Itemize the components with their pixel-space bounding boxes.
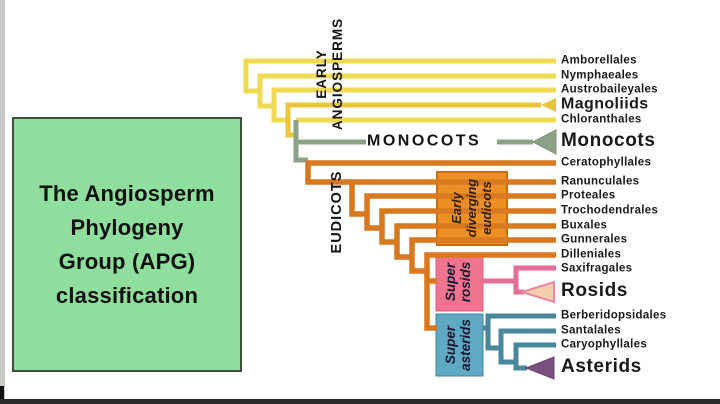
eudicot-branches [305,160,556,331]
branch-nymphaeales [257,73,556,109]
title-line-4: classification [55,282,199,308]
branch-berberidopsidales [485,313,556,351]
branch-austrobaileyales [271,87,556,123]
taxon-label-proteales: Proteales [561,189,616,202]
title-line-2: Phylogeny [70,214,184,240]
super-asterids-line2: asterids [458,319,473,371]
title-line-1: The Angiosperm [39,180,215,206]
magnoliids-branch [285,102,541,138]
super-asterids-label: Super asterids [443,312,475,378]
taxon-label-ranunculales: Ranunculales [561,175,640,188]
super-rosids-line1: Super [443,262,458,302]
asterids-triangle [524,356,555,380]
branch-ceratophyllales [305,160,556,185]
window-bottom-edge [0,399,720,404]
monocots-header: MONOCOTS [367,132,482,150]
early-angiosperms-header-line2: ANGIOSPERMS [330,17,345,131]
branch-ranunculales [349,179,556,217]
taxon-label-gunnerales: Gunnerales [561,233,628,246]
title-line-3: Group (APG) [58,248,196,274]
taxon-label-chloranthales: Chloranthales [561,113,642,126]
branch-amborellales [243,58,556,94]
branch-santalales [498,328,556,365]
taxon-label-amborellales: Amborellales [561,54,637,67]
monocot-branches [293,120,533,163]
branch-magnoliids [285,102,541,138]
early-diverging-eudicots-label: Early diverging eudicots [449,171,495,245]
taxon-label-monocots: Monocots [561,130,656,152]
early-angiosperm-branches [243,58,556,123]
rosids-triangle [518,280,555,304]
taxon-label-santalales: Santalales [561,324,621,337]
branch-proteales [364,193,556,231]
taxon-label-trochodendrales: Trochodendrales [561,204,659,217]
taxon-label-caryophyllales: Caryophyllales [561,338,648,351]
branch-trochodendrales [379,208,556,245]
branch-dilleniales-and-trunk [424,252,556,331]
magnoliids-arrow [541,98,556,112]
taxon-label-nymphaeales: Nymphaeales [561,69,639,82]
taxon-label-rosids: Rosids [561,280,628,302]
taxon-label-saxifragales: Saxifragales [561,262,633,275]
ede-label-line3: eudicots [479,181,494,235]
window-corner-mark [0,386,4,404]
title-box: The Angiosperm Phylogeny Group (APG) cla… [12,117,242,372]
early-angiosperms-header-line1: EARLY [314,49,329,99]
super-rosids-box [435,253,484,312]
branch-gunnerales [409,237,556,274]
early-angiosperms-header: EARLY ANGIOSPERMS [314,9,348,139]
taxon-label-magnoliids: Magnoliids [561,95,649,113]
asterid-branches [483,313,556,371]
taxon-label-ceratophyllales: Ceratophyllales [561,156,652,169]
monocot-trunk [293,120,308,163]
super-rosids-line2: rosids [458,261,473,303]
window-left-edge [0,0,5,404]
taxon-label-berberidopsidales: Berberidopsidales [561,309,667,322]
super-asterids-line1: Super [443,325,458,365]
branch-caryophyllales [513,342,556,371]
branch-buxales [394,223,556,260]
ede-label-line2: diverging [464,178,479,238]
monocots-triangle [531,129,557,155]
taxon-label-dilleniales: Dilleniales [561,248,622,261]
taxon-label-asterids: Asterids [561,356,642,378]
super-asterids-box [435,313,484,377]
super-rosids-label: Super rosids [443,252,475,312]
taxon-label-buxales: Buxales [561,219,608,232]
eudicots-header: EUDICOTS [329,170,345,254]
ede-label-line1: Early [449,192,464,224]
taxon-label-austrobaileyales: Austrobaileyales [561,83,658,96]
